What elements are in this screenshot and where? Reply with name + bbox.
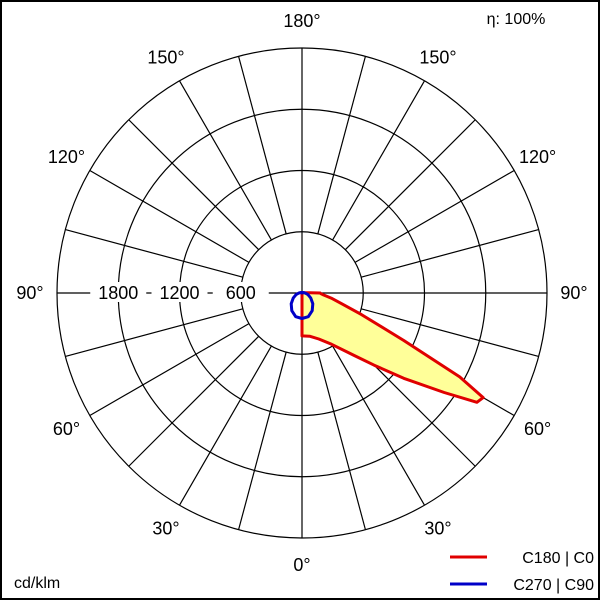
radial-tick-label: 1800 <box>98 283 138 303</box>
angle-label: 180° <box>283 11 320 31</box>
intensity-curves <box>289 291 485 404</box>
grid-spoke <box>128 119 260 251</box>
grid-spoke <box>128 335 260 467</box>
angle-label: 0° <box>293 555 310 575</box>
grid-spoke <box>354 169 515 263</box>
curve-c0 <box>300 291 485 404</box>
grid-spoke <box>317 56 366 234</box>
efficiency-label: η: 100% <box>487 11 546 28</box>
grid-spoke <box>332 80 426 241</box>
grid-spoke <box>89 323 250 417</box>
legend: C180 | C0 C270 | C90 <box>450 550 594 594</box>
angle-label: 120° <box>48 147 85 167</box>
grid-spoke <box>65 229 243 278</box>
angle-label: 30° <box>152 519 179 539</box>
grid-spoke <box>65 308 243 357</box>
radial-tick-label: 600 <box>226 283 256 303</box>
angle-label: 150° <box>147 47 184 67</box>
grid-spoke <box>178 345 272 506</box>
grid-spoke <box>344 119 476 251</box>
angle-labels: 0° 30° 30° 60° 60° 90° 90° 120° 120° 150° 150° 180° <box>16 11 587 575</box>
grid-spoke <box>332 345 426 506</box>
radial-tick-label: 1200 <box>159 283 199 303</box>
legend-label-c0: C180 | C0 <box>522 550 594 567</box>
tick-label-bg <box>90 282 147 302</box>
angle-label: 120° <box>519 147 556 167</box>
curve-c90 <box>289 291 315 320</box>
tick-label-bg <box>151 282 208 302</box>
grid-spoke <box>238 56 287 234</box>
grid-spoke <box>361 229 539 278</box>
grid-spoke <box>178 80 272 241</box>
angle-label: 90° <box>560 283 587 303</box>
angle-label: 60° <box>524 419 551 439</box>
angle-label: 30° <box>424 519 451 539</box>
grid-spoke <box>89 169 250 263</box>
grid-spoke <box>238 352 287 530</box>
grid-spoke <box>361 308 539 357</box>
polar-grid <box>56 47 548 539</box>
grid-spoke <box>317 352 366 530</box>
tick-label-bg <box>212 282 269 302</box>
radial-tick-labels: 600 1200 1800 <box>90 282 269 303</box>
angle-label: 60° <box>53 419 80 439</box>
angle-label: 150° <box>419 47 456 67</box>
angle-label: 90° <box>16 283 43 303</box>
unit-label: cd/klm <box>14 575 60 592</box>
legend-label-c90: C270 | C90 <box>513 577 594 594</box>
